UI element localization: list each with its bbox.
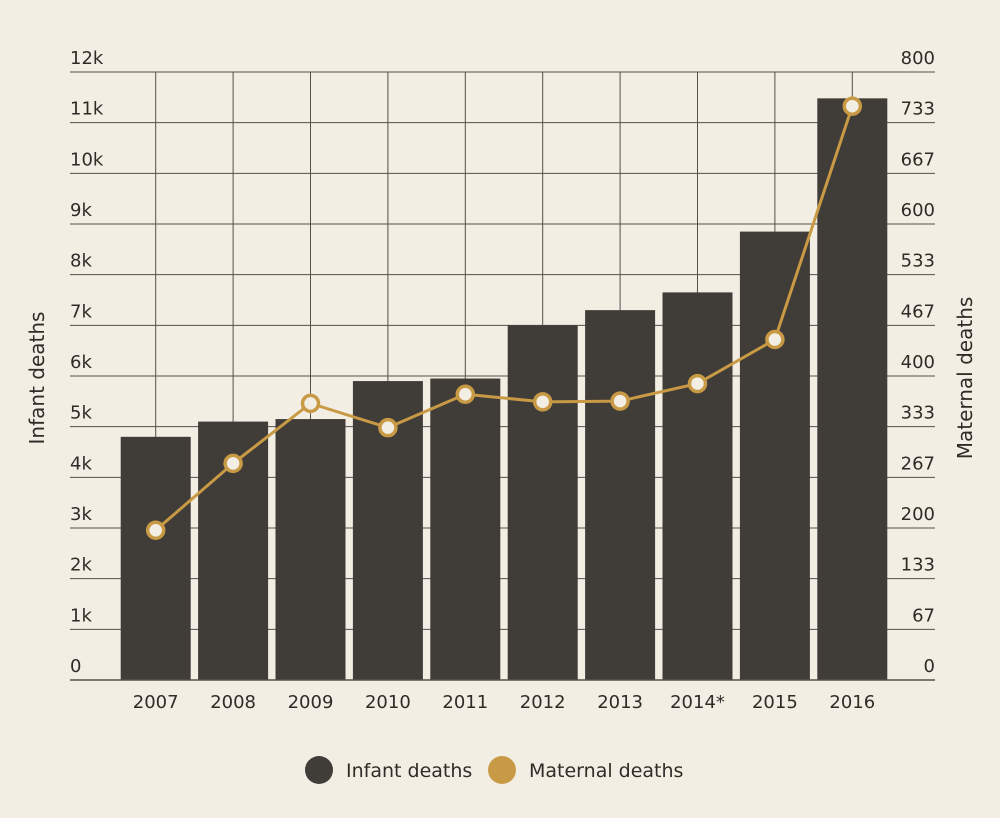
y2-tick-label: 467	[901, 301, 935, 322]
axes: 0 1k 2k 3k 4k 5k 6k 7k 8k 9k 10k 11k 12k 0 67 133 200 267…	[70, 48, 935, 713]
bar-infant-deaths	[120, 436, 191, 680]
point-maternal-deaths	[300, 393, 321, 414]
point-maternal-deaths	[378, 417, 398, 438]
x-tick-label: 2008	[210, 692, 256, 713]
y2-tick-label: 0	[924, 656, 935, 677]
line-maternal-deaths	[154, 105, 854, 532]
y-tick-label: 7k	[70, 301, 92, 322]
y-tick-label: 3k	[70, 504, 92, 525]
y2-tick-label: 133	[901, 555, 935, 576]
bar-infant-deaths	[817, 98, 888, 680]
bar-infant-deaths	[739, 231, 810, 680]
y-tick-label: 12k	[70, 48, 104, 69]
legend: Infant deaths Maternal deaths	[305, 756, 683, 784]
bar-infant-deaths	[507, 325, 578, 680]
x-tick-label: 2015	[752, 692, 798, 713]
y2-tick-label: 67	[912, 605, 935, 626]
point-maternal-deaths	[223, 453, 243, 474]
y-tick-label: 6k	[70, 352, 92, 373]
x-tick-label: 2011	[442, 692, 488, 713]
x-tick-label: 2007	[133, 692, 179, 713]
y2-axis-title: Maternal deaths	[953, 297, 977, 460]
y-tick-label: 5k	[70, 403, 92, 424]
x-tick-label: 2014*	[670, 692, 725, 713]
point-maternal-deaths	[842, 96, 863, 116]
legend-item-maternal: Maternal deaths	[488, 756, 683, 784]
y-tick-label: 0	[70, 656, 81, 677]
y2-tick-label: 733	[901, 99, 935, 120]
y2-tick-label: 600	[901, 200, 935, 221]
legend-label-infant: Infant deaths	[346, 760, 472, 782]
x-tick-label: 2013	[597, 692, 643, 713]
bar-infant-deaths	[430, 378, 501, 680]
bar-infant-deaths	[662, 292, 733, 680]
legend-item-infant: Infant deaths	[305, 756, 472, 784]
y2-tick-label: 533	[901, 251, 935, 272]
y-tick-label: 9k	[70, 200, 92, 221]
y2-tick-label: 267	[901, 453, 935, 474]
bar-infant-deaths	[585, 310, 656, 680]
legend-label-maternal: Maternal deaths	[529, 760, 683, 782]
legend-marker-infant	[305, 756, 333, 784]
x-tick-label: 2010	[365, 692, 411, 713]
point-maternal-deaths	[687, 373, 708, 394]
point-maternal-deaths	[532, 392, 553, 412]
y2-tick-label: 667	[901, 149, 935, 170]
y-tick-label: 1k	[70, 605, 92, 626]
y-axis-title: Infant deaths	[25, 312, 49, 445]
legend-marker-maternal	[488, 756, 516, 784]
point-maternal-deaths	[145, 520, 166, 541]
y2-tick-label: 200	[901, 504, 935, 525]
y-tick-label: 10k	[70, 149, 104, 170]
y-tick-label: 2k	[70, 555, 92, 576]
y-tick-label: 11k	[70, 99, 104, 120]
x-tick-label: 2012	[520, 692, 566, 713]
y-tick-label: 8k	[70, 251, 92, 272]
x-tick-label: 2016	[829, 692, 875, 713]
point-maternal-deaths	[765, 329, 785, 350]
bar-infant-deaths	[275, 419, 346, 680]
point-maternal-deaths	[455, 384, 476, 404]
y-tick-label: 4k	[70, 453, 92, 474]
x-tick-label: 2009	[288, 692, 334, 713]
maternal-line	[145, 96, 863, 541]
y2-tick-label: 400	[901, 352, 935, 373]
y2-tick-label: 800	[901, 48, 935, 69]
bars	[120, 98, 888, 680]
point-maternal-deaths	[610, 391, 630, 411]
y2-tick-label: 333	[901, 403, 935, 424]
